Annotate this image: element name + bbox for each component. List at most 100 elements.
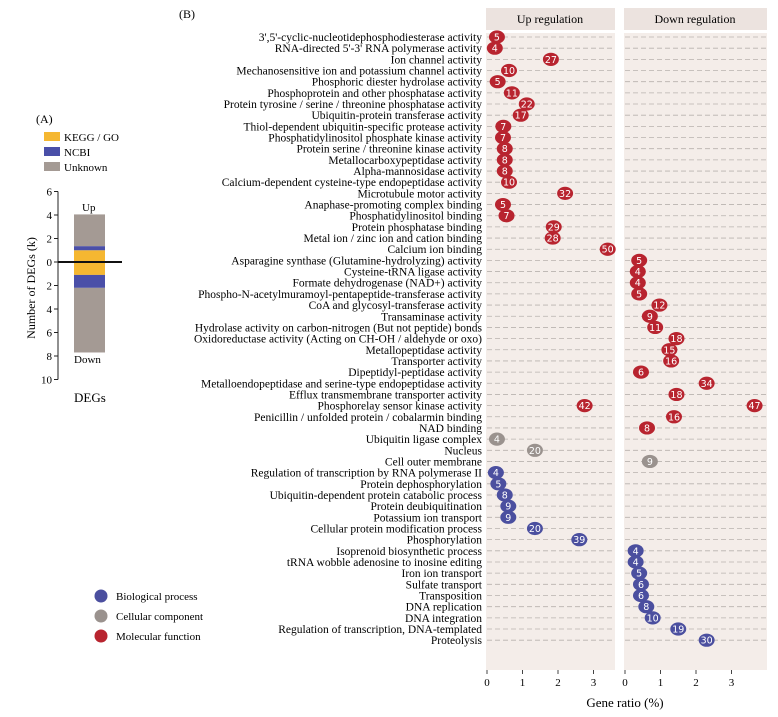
category-legend: Biological process Cellular component Mole… — [94, 589, 203, 643]
plot-panel-down — [624, 33, 767, 670]
point-marker — [526, 443, 543, 457]
term-label: Asparagine synthase (Glutamine-hydrolyzi… — [231, 255, 482, 267]
y-tick-label-1: 4 — [47, 210, 53, 222]
data-point: 4 — [487, 466, 504, 480]
legend-swatch-2 — [44, 162, 60, 171]
point-count-label: 8 — [643, 602, 649, 613]
point-count-label: 6 — [638, 580, 644, 591]
term-label: Metallocarboxypeptidase activity — [328, 155, 482, 167]
point-count-label: 27 — [545, 55, 557, 66]
term-label: Calcium-dependent cysteine-type endopept… — [222, 177, 483, 189]
point-marker — [496, 488, 513, 502]
point-marker — [639, 421, 656, 435]
point-count-label: 4 — [633, 557, 639, 568]
data-point: 4 — [488, 432, 505, 446]
point-marker — [576, 399, 593, 413]
data-point: 9 — [500, 499, 517, 513]
data-point: 47 — [746, 399, 763, 413]
legend-marker-0 — [94, 589, 108, 603]
data-point: 32 — [557, 186, 574, 200]
point-marker — [698, 376, 715, 390]
x-tick-label-down: 0 — [622, 677, 628, 689]
point-count-label: 39 — [573, 535, 585, 546]
legend-swatch-0 — [44, 132, 60, 141]
point-count-label: 11 — [649, 323, 661, 334]
point-marker — [638, 600, 655, 614]
point-marker — [632, 588, 649, 603]
term-label: Mechanosensitive ion and potassium chann… — [236, 66, 482, 78]
point-marker — [668, 387, 685, 402]
term-label: Isoprenoid biosynthetic process — [336, 546, 482, 558]
term-label: Anaphase-promoting complex binding — [304, 200, 482, 212]
data-points: 5427105112217778881032572928505445129111… — [486, 30, 763, 647]
term-label: Thiol-dependent ubiquitin-specific prote… — [243, 121, 482, 133]
term-label: Regulation of transcription by RNA polym… — [251, 468, 482, 480]
point-count-label: 18 — [670, 334, 682, 345]
point-count-label: 5 — [636, 289, 642, 300]
point-marker — [496, 153, 513, 167]
legend-swatch-1 — [44, 147, 60, 156]
point-count-label: 7 — [500, 133, 506, 144]
term-label: Metal ion / zinc ion and cation binding — [303, 233, 482, 245]
point-count-label: 8 — [502, 144, 508, 155]
point-marker — [486, 41, 503, 55]
term-label: Protein deubiquitination — [371, 501, 483, 513]
point-marker — [501, 175, 518, 189]
data-point: 5 — [631, 287, 648, 301]
point-marker — [641, 309, 658, 323]
point-marker — [544, 231, 561, 245]
point-marker — [651, 298, 668, 312]
facet-strip-up — [486, 8, 615, 30]
point-count-label: 20 — [529, 446, 541, 457]
point-count-label: 16 — [668, 412, 680, 423]
point-marker — [496, 164, 513, 178]
term-label: Phosphorylation — [407, 535, 483, 547]
point-count-label: 42 — [579, 401, 591, 412]
point-marker — [641, 454, 658, 469]
data-point: 42 — [576, 399, 593, 413]
term-label: Hydrolase activity on carbon-nitrogen (B… — [195, 322, 483, 334]
data-point: 5 — [494, 197, 511, 212]
point-count-label: 17 — [515, 111, 527, 122]
term-label: Ion channel activity — [391, 54, 483, 66]
point-marker — [644, 611, 661, 625]
point-count-label: 28 — [547, 234, 559, 245]
point-marker — [627, 555, 644, 569]
x-tick-label-up: 0 — [484, 677, 490, 689]
term-label: Sulfate transport — [406, 579, 483, 591]
point-marker — [599, 242, 616, 256]
data-point: 4 — [627, 544, 644, 558]
data-point: 5 — [631, 253, 648, 267]
data-point: 29 — [545, 220, 562, 234]
point-marker — [665, 410, 682, 424]
legend-label-2: Molecular function — [116, 631, 201, 643]
bar-down-2 — [74, 287, 105, 353]
term-label: Ubiquitin-dependent protein catabolic pr… — [270, 490, 483, 502]
term-labels: 3',5'-cyclic-nucleotidephosphodiesterase… — [194, 32, 483, 647]
point-count-label: 30 — [701, 636, 713, 647]
point-count-label: 10 — [503, 66, 515, 77]
point-marker — [629, 264, 646, 279]
point-count-label: 5 — [495, 77, 501, 88]
up-label: Up — [82, 202, 96, 214]
point-count-label: 4 — [633, 546, 639, 557]
data-point: 18 — [668, 331, 685, 346]
data-point: 39 — [571, 533, 588, 547]
point-marker — [501, 63, 518, 78]
data-point: 8 — [496, 164, 513, 178]
point-count-label: 19 — [672, 625, 684, 636]
data-point: 9 — [641, 309, 658, 323]
panel-a-legend: KEGG / GO NCBI Unknown — [44, 132, 119, 174]
point-count-label: 9 — [647, 312, 653, 323]
panel-a-xlabel: DEGs — [74, 390, 106, 405]
x-tick-label-up: 1 — [520, 677, 526, 689]
data-point: 5 — [489, 75, 506, 89]
point-marker — [663, 354, 680, 368]
bar-down-1 — [74, 274, 105, 288]
term-label: Phosphorelay sensor kinase activity — [318, 401, 483, 413]
x-tick-label-down: 3 — [729, 677, 735, 689]
data-point: 6 — [632, 588, 649, 603]
term-label: Protein dephosphorylation — [360, 479, 482, 491]
term-label: 3',5'-cyclic-nucleotidephosphodiesterase… — [259, 32, 482, 44]
